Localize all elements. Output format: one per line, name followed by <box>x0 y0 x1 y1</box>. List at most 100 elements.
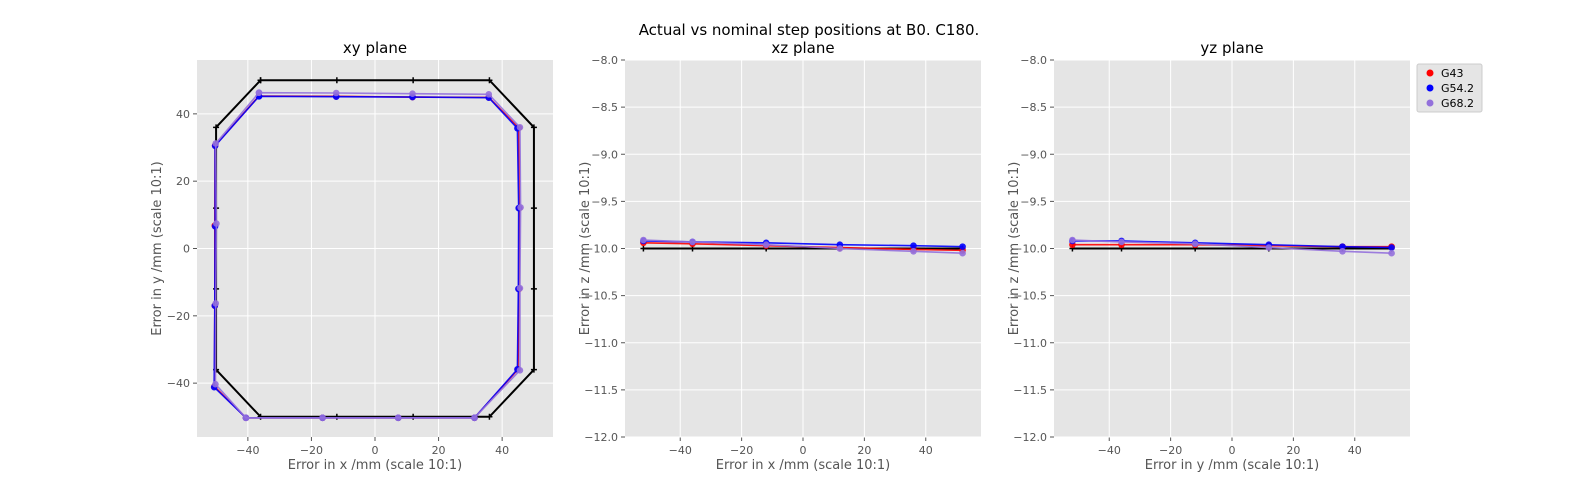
panel-title: yz plane <box>1200 39 1263 57</box>
data-point-g68-2 <box>242 414 250 422</box>
legend-label: G68.2 <box>1441 97 1474 110</box>
data-point-g68-2 <box>319 414 326 422</box>
y-tick-label: −9.0 <box>591 148 618 161</box>
y-tick-label: −10.5 <box>584 290 618 303</box>
data-point-g68-2 <box>516 284 524 292</box>
legend-marker <box>1426 69 1434 77</box>
xz-plane-panel: −40 −20 0 20 40 −8.0 −8.5 −9.0 −9.5 −10.0 −10.5 −11… <box>578 39 981 473</box>
nominal-point-marker <box>410 77 417 84</box>
y-tick-label: −10.5 <box>1013 290 1047 303</box>
data-point-g68-2 <box>640 236 647 244</box>
figure-title: Actual vs nominal step positions at B0. … <box>639 21 980 39</box>
data-point-g68-2 <box>959 249 966 257</box>
legend-label: G54.2 <box>1441 82 1474 95</box>
data-point-g68-2 <box>910 248 917 255</box>
data-point-g68-2 <box>1388 249 1395 257</box>
y-tick-label: −8.0 <box>1020 54 1047 67</box>
data-point-g68-2 <box>485 91 493 98</box>
y-tick-label: −10.0 <box>584 243 618 256</box>
data-point-g68-2 <box>1118 238 1125 246</box>
y-tick-label: −8.0 <box>591 54 618 67</box>
data-point-g68-2 <box>516 367 524 374</box>
data-point-g68-2 <box>212 300 220 307</box>
y-axis-label: Error in y /mm (scale 10:1) <box>150 161 165 335</box>
y-tick-label: 20 <box>176 175 190 188</box>
y-tick-label: 40 <box>176 108 190 121</box>
y-tick-label: −12.0 <box>584 431 618 444</box>
panel-title: xy plane <box>343 39 407 57</box>
nominal-point-marker <box>530 205 537 212</box>
y-tick-label: −9.5 <box>591 195 618 208</box>
y-axis-label: Error in z /mm (scale 10:1) <box>1007 162 1022 336</box>
x-tick-label: −20 <box>1159 444 1182 457</box>
y-tick-label: −9.0 <box>1020 148 1047 161</box>
nominal-point-marker <box>486 413 493 420</box>
nominal-point-marker <box>530 366 537 373</box>
data-point-g68-2 <box>213 220 220 227</box>
data-point-g68-2 <box>516 124 524 131</box>
series-line-g68-2 <box>1072 239 1392 255</box>
data-point-g68-2 <box>1265 244 1273 251</box>
legend-marker <box>1426 99 1434 107</box>
x-tick-label: 0 <box>1229 444 1236 457</box>
x-tick-label: 20 <box>857 444 871 457</box>
x-tick-label: −40 <box>1098 444 1121 457</box>
x-axis-label: Error in y /mm (scale 10:1) <box>1145 458 1319 473</box>
legend-box <box>1416 63 1483 113</box>
x-axis-label: Error in x /mm (scale 10:1) <box>288 458 462 473</box>
nominal-point-marker <box>333 413 340 420</box>
x-tick-label: 20 <box>1286 444 1300 457</box>
data-point-g68-2 <box>394 414 402 422</box>
y-tick-label: −40 <box>167 377 190 390</box>
data-point-g68-2 <box>255 89 263 96</box>
y-tick-label: −11.5 <box>584 384 618 397</box>
y-tick-label: −8.5 <box>1020 101 1047 114</box>
x-tick-label: 0 <box>800 444 807 457</box>
data-point-g68-2 <box>471 414 478 422</box>
data-point-g68-2 <box>212 380 219 388</box>
data-point-g68-2 <box>762 241 770 249</box>
yz-plane-panel: −40 −20 0 20 40 −8.0 −8.5 −9.0 −9.5 −10.0 −10.5 −11… <box>1007 39 1410 473</box>
x-tick-label: 0 <box>372 444 379 457</box>
data-point-g68-2 <box>1069 236 1076 244</box>
nominal-point-marker <box>486 77 493 84</box>
data-point-g68-2 <box>689 238 696 246</box>
y-tick-label: 0 <box>183 243 190 256</box>
nominal-point-marker <box>257 77 264 84</box>
data-point-g68-2 <box>409 90 416 97</box>
data-point-g68-2 <box>1191 240 1199 248</box>
nominal-point-marker <box>257 413 264 420</box>
x-tick-label: −40 <box>236 444 259 457</box>
y-tick-label: −20 <box>167 310 190 323</box>
data-point-g68-2 <box>517 204 524 211</box>
y-tick-label: −12.0 <box>1013 431 1047 444</box>
data-point-g68-2 <box>1339 248 1346 255</box>
x-tick-label: 40 <box>495 444 509 457</box>
data-point-g54-2 <box>959 243 966 250</box>
nominal-point-marker <box>530 285 537 292</box>
y-tick-label: −11.0 <box>584 337 618 350</box>
y-tick-label: −11.5 <box>1013 384 1047 397</box>
x-axis-label: Error in x /mm (scale 10:1) <box>716 458 890 473</box>
x-tick-label: −20 <box>730 444 753 457</box>
nominal-point-marker <box>410 413 417 420</box>
x-tick-label: −20 <box>300 444 323 457</box>
x-tick-label: 40 <box>1348 444 1362 457</box>
y-axis-label: Error in z /mm (scale 10:1) <box>578 162 593 336</box>
nominal-point-marker <box>640 245 647 252</box>
series-line-g68-2 <box>643 239 963 255</box>
data-point-g54-2 <box>1388 244 1395 251</box>
y-tick-label: −10.0 <box>1013 243 1047 256</box>
y-tick-label: −8.5 <box>591 101 618 114</box>
data-point-g54-2 <box>910 242 917 249</box>
data-point-g54-2 <box>1339 243 1346 250</box>
data-point-g68-2 <box>212 140 220 147</box>
x-tick-label: 20 <box>432 444 446 457</box>
panel-title: xz plane <box>771 39 834 57</box>
xy-plane-panel: −40 −20 0 20 40 −40 −20 0 20 40 xy plane Error in x… <box>150 39 553 473</box>
legend-marker <box>1426 84 1434 92</box>
legend-label: G43 <box>1441 67 1464 80</box>
x-tick-label: 40 <box>919 444 933 457</box>
data-point-g68-2 <box>836 245 844 252</box>
